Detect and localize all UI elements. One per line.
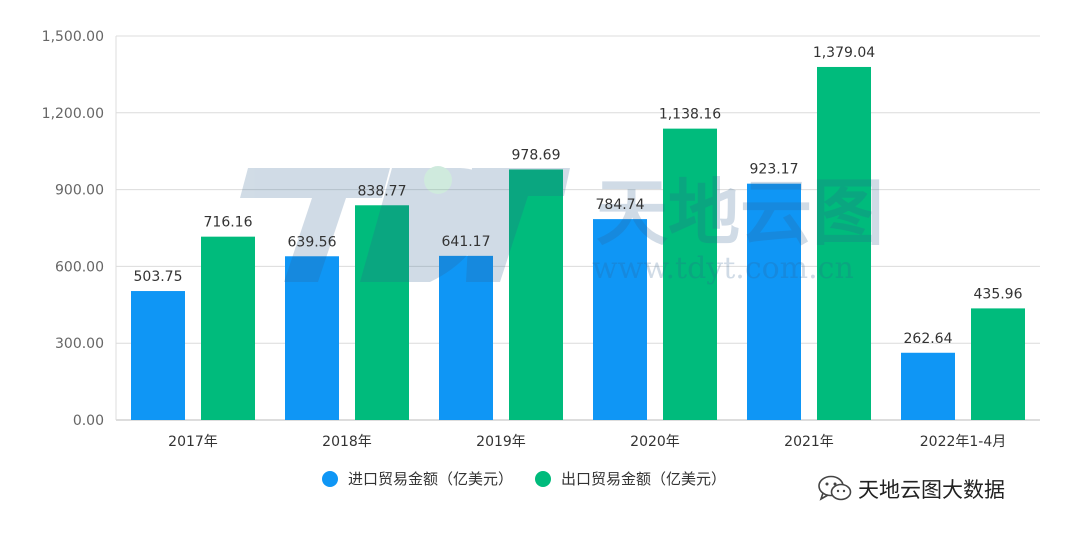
data-label: 435.96 <box>974 286 1023 302</box>
watermark: 天地云图 www.tdyt.com.cn <box>240 166 884 286</box>
export-bar[interactable] <box>817 66 871 420</box>
legend-item-import[interactable]: 进口贸易金额（亿美元） <box>322 468 513 489</box>
x-tick-label: 2017年 <box>168 434 218 450</box>
data-label: 923.17 <box>750 162 799 178</box>
y-tick-label: 300.00 <box>55 336 104 352</box>
data-label: 1,138.16 <box>659 107 721 123</box>
data-label: 262.64 <box>904 331 953 347</box>
bars <box>131 66 1025 420</box>
data-label: 639.56 <box>288 234 337 250</box>
legend-item-export[interactable]: 出口贸易金额（亿美元） <box>535 468 726 489</box>
legend-label-export: 出口贸易金额（亿美元） <box>561 470 727 488</box>
x-tick-label: 2020年 <box>630 434 680 450</box>
x-tick-label: 2022年1-4月 <box>920 434 1007 450</box>
gridlines <box>115 35 1040 421</box>
legend-swatch-import <box>322 470 338 487</box>
data-label: 641.17 <box>442 234 491 250</box>
legend: 进口贸易金额（亿美元） 出口贸易金额（亿美元） <box>322 468 748 489</box>
export-bar[interactable] <box>201 236 255 420</box>
legend-label-import: 进口贸易金额（亿美元） <box>348 470 514 488</box>
import-bar[interactable] <box>593 219 647 420</box>
export-bar[interactable] <box>355 205 409 420</box>
import-bar[interactable] <box>901 352 955 420</box>
import-bar[interactable] <box>131 291 185 420</box>
data-label: 838.77 <box>358 183 407 199</box>
brand-footer: 天地云图大数据 <box>818 474 1005 504</box>
export-bar[interactable] <box>971 308 1025 420</box>
data-label: 716.16 <box>204 215 253 231</box>
wechat-icon <box>818 475 852 501</box>
data-label: 1,379.04 <box>813 45 875 61</box>
x-tick-label: 2019年 <box>476 434 526 450</box>
y-tick-label: 1,500.00 <box>42 29 104 45</box>
legend-swatch-export <box>535 470 552 487</box>
y-tick-label: 0.00 <box>73 413 104 429</box>
export-bar[interactable] <box>509 169 563 420</box>
x-axis-ticks: 2017年 2018年 2019年 2020年 2021年 2022年1-4月 <box>168 434 1006 450</box>
y-tick-label: 600.00 <box>55 259 104 275</box>
data-label: 503.75 <box>134 269 183 285</box>
brand-text: 天地云图大数据 <box>858 478 1005 502</box>
import-bar[interactable] <box>285 256 339 420</box>
watermark-brand-text: 天地云图 <box>596 171 884 255</box>
import-bar[interactable] <box>439 255 493 420</box>
export-bar[interactable] <box>663 128 717 420</box>
x-tick-label: 2018年 <box>322 434 372 450</box>
data-labels: 503.75 716.16 639.56 838.77 641.17 978.69 784.… <box>134 45 1023 347</box>
y-axis-ticks: 0.00 300.00 600.00 900.00 1,200.00 1,500.00 <box>42 29 104 429</box>
import-bar[interactable] <box>747 183 801 420</box>
watermark-url: www.tdyt.com.cn <box>592 251 854 286</box>
x-tick-label: 2021年 <box>784 434 834 450</box>
data-label: 784.74 <box>596 197 645 213</box>
watermark-logo <box>240 166 570 282</box>
y-tick-label: 1,200.00 <box>42 106 104 122</box>
y-tick-label: 900.00 <box>55 183 104 199</box>
data-label: 978.69 <box>512 147 561 163</box>
